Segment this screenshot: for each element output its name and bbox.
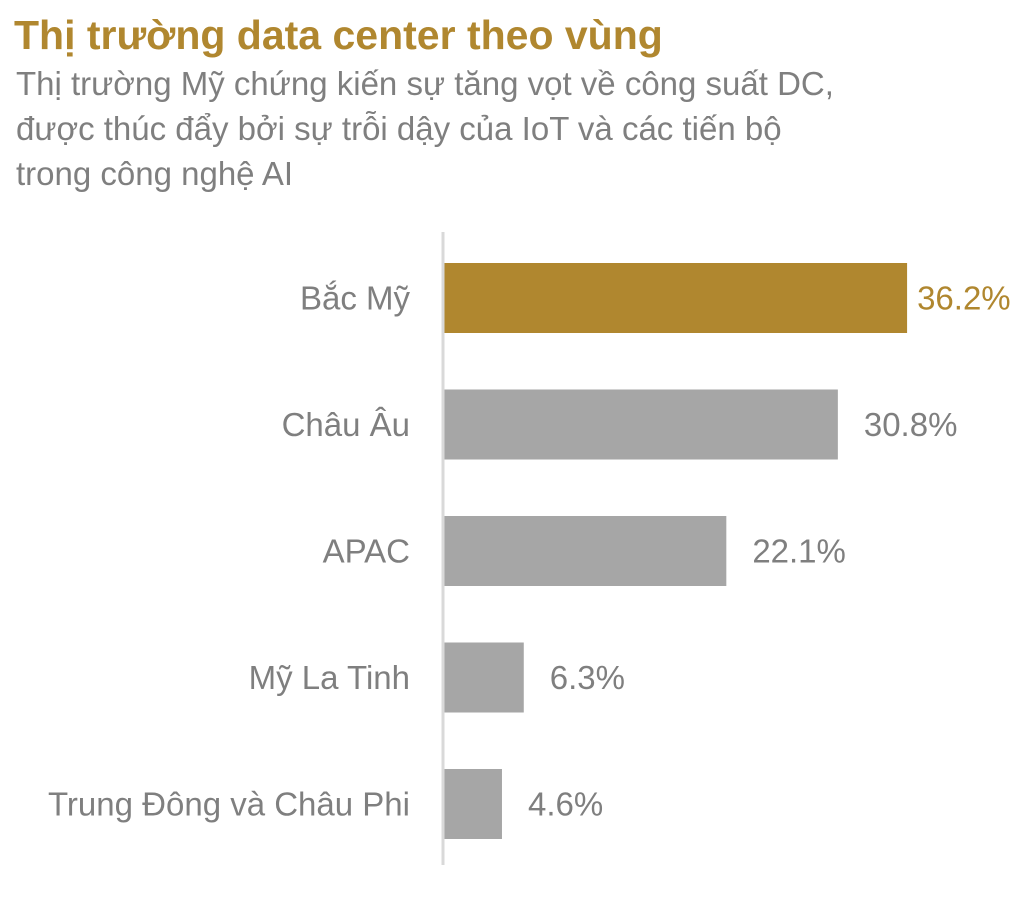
bar xyxy=(443,389,838,460)
value-label: 30.8% xyxy=(864,406,958,443)
bars-layer: Bắc Mỹ 36.2% Châu Âu 30.8% APAC 22.1% Mỹ La Ti… xyxy=(48,263,1011,839)
category-label: APAC xyxy=(323,533,410,570)
chart-subtitle: Thị trường Mỹ chứng kiến sự tăng vọt về … xyxy=(16,65,834,192)
bar xyxy=(443,516,727,586)
category-label: Trung Đông và Châu Phi xyxy=(48,786,410,823)
value-label: 6.3% xyxy=(550,659,625,696)
category-label: Bắc Mỹ xyxy=(300,280,411,317)
category-label: Mỹ La Tinh xyxy=(249,659,410,696)
value-label: 22.1% xyxy=(752,533,846,570)
bar-highlighted xyxy=(443,263,908,333)
bar xyxy=(443,642,524,713)
bar xyxy=(443,769,502,839)
category-label: Châu Âu xyxy=(282,406,410,443)
value-label: 36.2% xyxy=(917,280,1011,317)
value-label: 4.6% xyxy=(528,786,603,823)
chart-title: Thị trường data center theo vùng xyxy=(14,12,663,58)
